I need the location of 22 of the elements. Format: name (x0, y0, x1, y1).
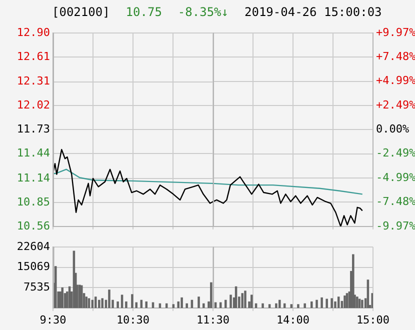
y-tick-label: 12.61 (16, 50, 50, 63)
x-tick-label: 9:30 (40, 313, 66, 326)
y-tick-label: 12.90 (16, 26, 50, 39)
x-tick-label: 10:30 (116, 313, 150, 326)
text: -8.35%↓ (178, 4, 228, 20)
y-tick-label: 10.56 (16, 219, 50, 232)
x-tick-label: 15:00 (356, 313, 390, 326)
y-tick-label: 12.31 (16, 74, 50, 88)
y-tick-label: 15069 (16, 260, 50, 274)
y-tick-label: 7535 (24, 280, 50, 294)
y-tick-label: 10.85 (16, 195, 50, 208)
y-tick-label: 11.14 (16, 171, 50, 184)
y-tick-label: 11.73 (16, 122, 50, 136)
x-tick-label: 11:30 (196, 313, 230, 326)
y-tick-label: 22604 (16, 240, 50, 253)
x-tick-label: 14:00 (276, 313, 310, 326)
text: 10.75 (126, 4, 162, 20)
chart-title: [002100] (52, 4, 110, 20)
y2-tick-label: 0.00% (376, 122, 410, 136)
text: 2019-04-26 15:00:03 (244, 4, 382, 20)
y-tick-label: 12.02 (16, 98, 50, 112)
y-tick-label: 11.44 (16, 146, 50, 160)
